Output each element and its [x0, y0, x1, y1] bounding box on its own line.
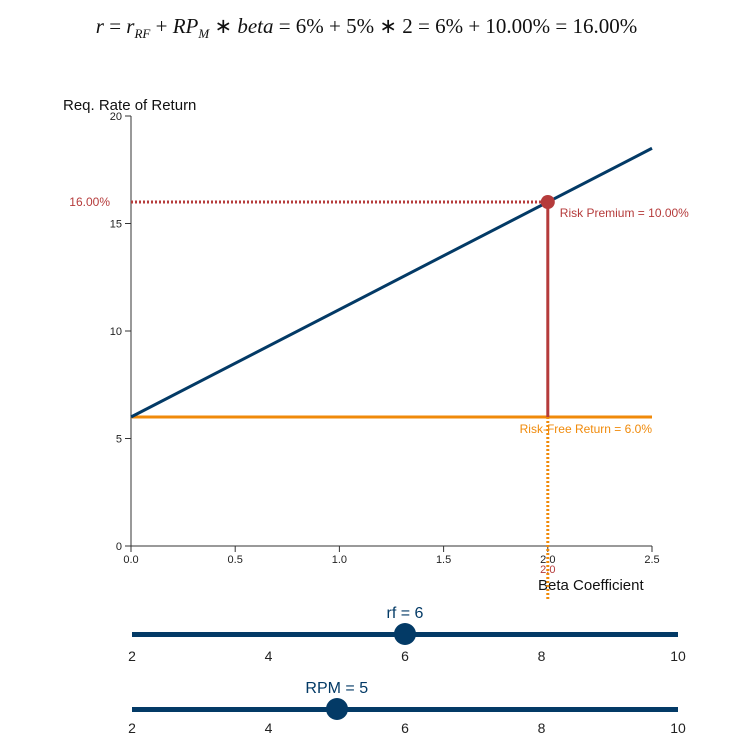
- slider-tick-label: 10: [670, 720, 686, 736]
- y-tick-label: 0: [116, 541, 122, 553]
- slider-tick-label: 6: [401, 648, 409, 664]
- slider-label: rf = 6: [386, 605, 424, 622]
- slider-tick-label: 8: [537, 720, 546, 736]
- y-axis-label: Req. Rate of Return: [63, 97, 196, 114]
- y-tick-label: 20: [110, 111, 122, 123]
- x-tick-label: 0.0: [123, 554, 138, 566]
- formula-plus: +: [150, 14, 173, 38]
- y-tick-label: 10: [110, 326, 122, 338]
- slider-tick-label: 6: [401, 720, 409, 736]
- required-return-point: [540, 195, 555, 209]
- slider-tick-label: 2: [128, 720, 136, 736]
- slider-thumb[interactable]: [325, 698, 348, 720]
- x-axis-label: Beta Coefficient: [538, 577, 644, 594]
- risk-free-label: Risk-Free Return = 6.0%: [520, 422, 653, 436]
- x-tick-label: 1.5: [436, 554, 451, 566]
- x-tick-label: 2.5: [644, 554, 659, 566]
- y-tick-label: 15: [110, 219, 122, 231]
- formula-equals: =: [103, 14, 127, 38]
- beta-marker-label: 2.0: [540, 564, 555, 576]
- formula-rrf: r: [126, 14, 135, 38]
- formula-rpm: RP: [172, 14, 199, 38]
- formula-result: = 6% + 5% ∗ 2 = 6% + 10.00% = 16.00%: [273, 14, 638, 38]
- x-tick-label: 0.5: [228, 554, 243, 566]
- slider-track[interactable]: [132, 707, 678, 712]
- slider-thumb[interactable]: [394, 623, 416, 645]
- formula-beta: beta: [237, 14, 274, 38]
- rpm-slider[interactable]: RPM = 5 2 4 6 8 10: [0, 670, 733, 750]
- formula-rrf-sub: RF: [134, 26, 151, 42]
- slider-tick-label: 2: [128, 648, 136, 664]
- slider-label: RPM = 5: [305, 680, 369, 697]
- slider-tick-label: 8: [537, 648, 546, 664]
- formula-r: r: [95, 14, 104, 38]
- x-tick-label: 1.0: [332, 554, 347, 566]
- capm-formula: r = rRF + RPM ∗ beta = 6% + 5% ∗ 2 = 6% …: [0, 14, 733, 42]
- formula-times: ∗: [209, 14, 238, 38]
- security-market-line: [130, 146, 653, 419]
- formula-rpm-sub: M: [198, 26, 210, 42]
- x-tick-label: 2.0: [540, 554, 555, 566]
- slider-tick-label: 4: [264, 648, 273, 664]
- required-return-label: 16.00%: [69, 195, 110, 209]
- y-tick-label: 5: [116, 434, 122, 446]
- risk-premium-label: Risk Premium = 10.00%: [560, 206, 689, 220]
- slider-tick-label: 10: [670, 648, 686, 664]
- slider-tick-label: 4: [264, 720, 273, 736]
- rf-slider[interactable]: rf = 6 2 4 6 8 10: [0, 600, 733, 670]
